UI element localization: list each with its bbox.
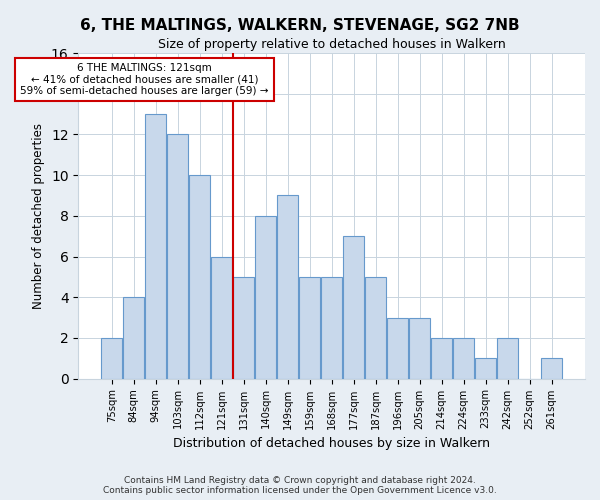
- Bar: [387, 318, 408, 378]
- Y-axis label: Number of detached properties: Number of detached properties: [32, 123, 46, 309]
- Bar: [541, 358, 562, 378]
- Bar: [124, 297, 144, 378]
- Bar: [101, 338, 122, 378]
- Bar: [255, 216, 276, 378]
- Bar: [145, 114, 166, 378]
- Bar: [321, 277, 342, 378]
- Text: 6, THE MALTINGS, WALKERN, STEVENAGE, SG2 7NB: 6, THE MALTINGS, WALKERN, STEVENAGE, SG2…: [80, 18, 520, 32]
- Bar: [475, 358, 496, 378]
- Bar: [431, 338, 452, 378]
- Text: 6 THE MALTINGS: 121sqm
← 41% of detached houses are smaller (41)
59% of semi-det: 6 THE MALTINGS: 121sqm ← 41% of detached…: [20, 63, 269, 96]
- Bar: [167, 134, 188, 378]
- Bar: [299, 277, 320, 378]
- Bar: [190, 175, 210, 378]
- Bar: [343, 236, 364, 378]
- Text: Contains HM Land Registry data © Crown copyright and database right 2024.
Contai: Contains HM Land Registry data © Crown c…: [103, 476, 497, 495]
- Title: Size of property relative to detached houses in Walkern: Size of property relative to detached ho…: [158, 38, 506, 51]
- Bar: [211, 256, 232, 378]
- Bar: [365, 277, 386, 378]
- Bar: [233, 277, 254, 378]
- Bar: [277, 196, 298, 378]
- Bar: [497, 338, 518, 378]
- X-axis label: Distribution of detached houses by size in Walkern: Distribution of detached houses by size …: [173, 437, 490, 450]
- Bar: [453, 338, 474, 378]
- Bar: [409, 318, 430, 378]
